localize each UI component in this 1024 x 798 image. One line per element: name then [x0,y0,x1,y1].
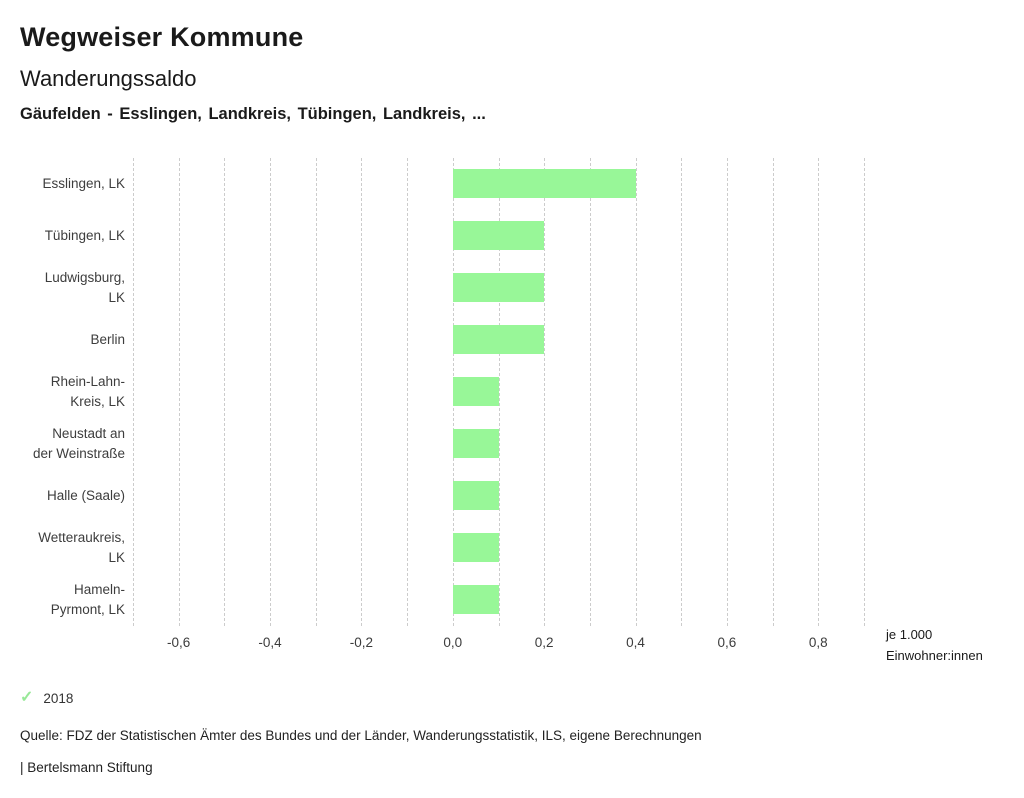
category-label: Rhein-Lahn- Kreis, LK [50,374,125,409]
source-text: Quelle: FDZ der Statistischen Ämter des … [20,728,702,743]
gridline [361,158,363,626]
selection-breadcrumb: Gäufelden - Esslingen, Landkreis, Tübing… [20,105,486,123]
bar-row [133,314,864,366]
bar[interactable] [452,533,499,562]
bar[interactable] [452,325,545,354]
legend-item-2018[interactable]: ✓ 2018 [20,690,73,706]
bar-row [133,418,864,470]
gridline [178,158,180,626]
bars [133,158,864,626]
bar[interactable] [452,585,499,614]
x-axis-tick: 0,8 [808,635,828,650]
gridline [589,158,591,626]
bar[interactable] [452,377,499,406]
x-axis-tick: 0,2 [534,635,554,650]
gridline [772,158,774,626]
x-axis: -0,6 -0,4 -0,2 0,0 0,2 0,4 0,6 0,8 [133,626,864,658]
plot-area [133,158,865,626]
category-label: Berlin [90,332,125,347]
gridline [544,158,546,626]
gridline [864,158,865,626]
bar-row [133,262,864,314]
category-axis: Esslingen, LK Tübingen, LK Ludwigsburg, LK B… [20,158,133,626]
category-label: Halle (Saale) [46,488,125,503]
bar[interactable] [452,169,636,198]
bar-row [133,210,864,262]
bar-row [133,522,864,574]
gridline [133,158,134,626]
bar-row [133,366,864,418]
axis-unit-line1: je 1.000 [886,627,933,642]
category-label: Hameln- Pyrmont, LK [50,582,125,617]
category-label: Wetteraukreis, LK [38,530,125,565]
bar-row [133,470,864,522]
bar[interactable] [452,221,545,250]
x-axis-tick: 0,6 [717,635,737,650]
bar-row [133,158,864,210]
chart-title: Wanderungssaldo [20,66,197,91]
gridline [315,158,317,626]
gridline [635,158,637,626]
gridline [224,158,226,626]
axis-unit-line2: Einwohner:innen [886,648,983,663]
gridline [407,158,409,626]
bar[interactable] [452,429,499,458]
category-label: Neustadt an der Weinstraße [32,426,125,461]
category-label: Esslingen, LK [42,176,125,191]
category-label: Ludwigsburg, LK [44,270,125,305]
x-axis-tick: 0,4 [626,635,645,650]
gridline [498,158,500,626]
bar[interactable] [452,481,499,510]
gridline [726,158,728,626]
x-axis-tick: -0,4 [258,635,282,650]
check-icon: ✓ [20,689,34,706]
x-axis-tick: 0,0 [443,635,463,650]
bar-row [133,574,864,626]
bar-chart: Esslingen, LK Tübingen, LK Ludwigsburg, LK B… [20,158,1004,663]
x-axis-tick: -0,6 [167,635,191,650]
gridline [270,158,272,626]
page-title: Wegweiser Kommune [20,22,304,52]
branding-text: | Bertelsmann Stiftung [20,760,153,775]
x-axis-tick: -0,2 [349,635,374,650]
gridline [681,158,683,626]
gridline [818,158,820,626]
category-label: Tübingen, LK [44,228,125,243]
legend-label: 2018 [43,690,74,706]
axis-unit-label: je 1.000 Einwohner:innen [886,624,983,666]
bar[interactable] [452,273,545,302]
